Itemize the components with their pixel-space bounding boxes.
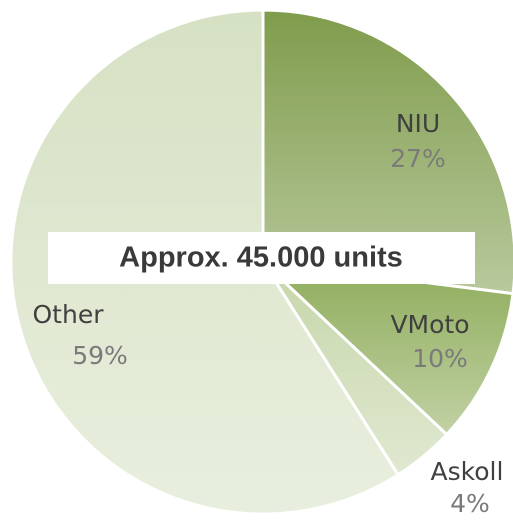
value-label: 27%	[390, 144, 446, 173]
category-label: VMoto	[390, 310, 469, 339]
category-label: NIU	[396, 109, 440, 138]
slice	[261, 8, 513, 296]
annotation: Approx. 45.000 units	[119, 242, 403, 274]
annotation-box	[48, 232, 475, 284]
value-label: 10%	[412, 344, 468, 373]
value-label: 59%	[72, 341, 128, 370]
labels: NIU 27% VMoto 10% Askoll 4% Other 59%	[33, 109, 504, 518]
value-label: 4%	[450, 489, 490, 518]
slice	[258, 259, 513, 437]
category-label: Askoll	[431, 457, 504, 486]
category-label: Other	[33, 300, 105, 329]
